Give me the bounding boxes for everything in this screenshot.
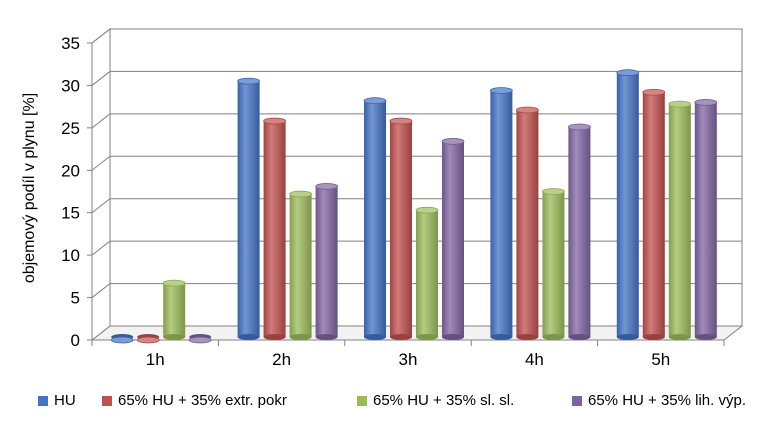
bar [542,188,565,340]
bar [315,183,339,340]
bar [188,334,212,344]
y-tick-label: 30 [61,76,80,95]
bar [642,88,666,340]
y-tick-label: 10 [61,246,80,265]
legend-item: 65% HU + 35% lih. výp. [572,392,746,409]
x-tick-label: 3h [399,350,418,369]
bar [263,117,287,340]
bar [516,106,539,340]
legend-label: 65% HU + 35% lih. výp. [588,392,746,409]
y-tick-labels: 0 5 10 15 20 25 30 35 [61,34,80,350]
bar [415,206,439,340]
bar [694,99,718,340]
bars [110,69,718,344]
bar [616,69,640,340]
bar [136,334,160,344]
x-tick-labels: 1h 2h 3h 4h 5h [146,350,671,369]
bar [389,117,413,340]
legend-swatch [38,395,48,406]
legend-label: 65% HU + 35% sl. sl. [373,392,515,409]
legend-item: HU [38,392,76,409]
x-tick-label: 2h [272,350,291,369]
gridline [91,28,742,44]
y-axis-label: objemový podíl v plynu [%] [21,93,38,283]
legend-swatch [357,395,367,406]
x-tick-label: 5h [651,350,670,369]
bar [489,87,513,340]
legend-label: 65% HU + 35% extr. pokr [118,392,287,409]
y-tick-label: 25 [61,119,80,138]
bar [363,97,387,340]
legend: HU 65% HU + 35% extr. pokr 65% HU + 35% sl… [0,392,780,416]
legend-item: 65% HU + 35% extr. pokr [102,392,287,409]
y-tick-label: 0 [71,331,80,350]
gridline [91,70,742,86]
legend-label: HU [54,392,76,409]
y-tick-label: 15 [61,204,80,223]
legend-item: 65% HU + 35% sl. sl. [357,392,514,409]
y-tick-label: 20 [61,161,80,180]
bar [568,123,591,340]
y-tick-label: 35 [61,34,80,53]
bar [441,138,465,340]
x-tick-label: 1h [146,350,165,369]
legend-swatch [102,395,112,406]
bar [668,100,692,340]
bar [162,279,186,340]
bar [237,77,261,340]
bar [110,334,134,344]
y-tick-label: 5 [71,289,80,308]
x-tick-label: 4h [525,350,544,369]
bar [289,190,313,340]
legend-swatch [572,395,582,406]
